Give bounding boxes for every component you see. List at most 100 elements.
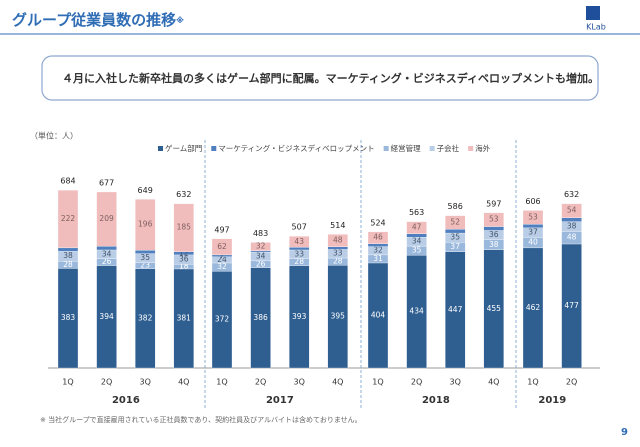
value-label: 37 bbox=[450, 242, 460, 251]
legend-label: 経営管理 bbox=[391, 143, 421, 153]
total-label: 483 bbox=[253, 229, 268, 238]
total-label: 597 bbox=[486, 199, 501, 208]
value-label: 35 bbox=[140, 253, 150, 262]
bar-segment bbox=[561, 217, 582, 222]
group-label: 2017 bbox=[266, 395, 294, 406]
value-label: 32 bbox=[373, 246, 383, 255]
value-label: 382 bbox=[138, 313, 153, 322]
value-label: 447 bbox=[448, 305, 463, 314]
legend-label: ゲーム部門 bbox=[165, 143, 202, 153]
message-text: ４月に入社した新卒社員の多くはゲーム部門に配属。マーケティング・ビジネスディベロ… bbox=[62, 71, 599, 85]
value-label: 47 bbox=[412, 223, 422, 232]
bar-segment bbox=[561, 203, 582, 218]
x-tick-label: 3Q bbox=[294, 378, 305, 387]
value-label: 48 bbox=[333, 236, 343, 245]
total-label: 563 bbox=[409, 208, 424, 217]
bar-segment bbox=[367, 231, 389, 244]
value-label: 46 bbox=[373, 233, 383, 242]
value-label: 34 bbox=[256, 251, 266, 260]
logo-mark bbox=[586, 6, 600, 20]
legend-swatch bbox=[429, 146, 435, 151]
bar-segment bbox=[483, 212, 504, 227]
value-label: 404 bbox=[371, 310, 386, 319]
value-label: 18 bbox=[179, 262, 189, 271]
x-tick-label: 1Q bbox=[372, 378, 383, 387]
bar-segment bbox=[327, 234, 348, 247]
value-label: 37 bbox=[528, 228, 538, 237]
legend-label: 子会社 bbox=[437, 143, 460, 153]
value-label: 36 bbox=[489, 230, 499, 239]
x-tick-label: 1Q bbox=[62, 378, 73, 387]
value-label: 38 bbox=[63, 251, 73, 260]
bar-segment bbox=[483, 226, 504, 231]
bar-segment bbox=[367, 243, 389, 247]
bar-segment bbox=[250, 242, 271, 251]
value-label: 12 bbox=[179, 248, 189, 257]
legend-swatch bbox=[468, 146, 474, 151]
total-label: 684 bbox=[60, 177, 75, 186]
value-label: 54 bbox=[567, 206, 577, 215]
unit-label: （単位：人） bbox=[30, 131, 78, 141]
bar-segment bbox=[406, 221, 427, 234]
total-label: 632 bbox=[176, 190, 191, 199]
value-label: 185 bbox=[177, 223, 192, 232]
bar-segment bbox=[250, 250, 271, 253]
value-label: 209 bbox=[99, 214, 114, 223]
x-tick-label: 4Q bbox=[488, 378, 499, 387]
x-tick-label: 4Q bbox=[332, 378, 343, 387]
total-label: 606 bbox=[525, 197, 540, 206]
value-label: 434 bbox=[409, 307, 424, 316]
bar-segment bbox=[327, 246, 348, 250]
footnote: ※ 当社グループで直接雇用されている正社員数であり、契約社員及びアルバイトは含め… bbox=[40, 415, 362, 424]
total-label: 632 bbox=[564, 190, 579, 199]
legend-swatch bbox=[211, 146, 217, 151]
value-label: 36 bbox=[179, 255, 189, 264]
value-label: 31 bbox=[373, 254, 383, 263]
total-label: 586 bbox=[448, 202, 463, 211]
legend-swatch bbox=[158, 146, 163, 151]
value-label: 24 bbox=[217, 255, 227, 264]
bar-segment bbox=[522, 224, 544, 229]
bar-segment bbox=[289, 236, 310, 248]
group-label: 2018 bbox=[422, 395, 450, 406]
value-label: 196 bbox=[138, 220, 153, 229]
x-tick-label: 1Q bbox=[527, 378, 538, 387]
bar-segment bbox=[135, 250, 156, 254]
value-label: 381 bbox=[177, 313, 192, 322]
legend-label: マーケティング・ビジネスディベロップメント bbox=[218, 143, 374, 153]
x-tick-label: 1Q bbox=[216, 378, 227, 387]
title-note: ※ bbox=[176, 15, 184, 25]
value-label: 26 bbox=[256, 259, 266, 268]
value-label: 222 bbox=[61, 214, 76, 223]
bar-segment bbox=[135, 199, 156, 251]
x-tick-label: 2Q bbox=[101, 378, 112, 387]
page-number: 9 bbox=[621, 427, 628, 438]
value-label: 48 bbox=[567, 233, 577, 242]
value-label: 386 bbox=[253, 313, 268, 322]
bar-segment bbox=[96, 191, 117, 247]
value-label: 23 bbox=[140, 261, 150, 270]
value-label: 32 bbox=[256, 242, 266, 251]
value-label: 35 bbox=[450, 233, 460, 242]
value-label: 7 bbox=[220, 251, 225, 260]
value-label: 43 bbox=[294, 237, 304, 246]
bar-segment bbox=[57, 247, 79, 252]
value-label: 52 bbox=[450, 217, 460, 226]
bar-segment bbox=[211, 238, 233, 256]
value-label: 32 bbox=[217, 262, 227, 271]
message-box bbox=[41, 55, 599, 101]
value-label: 53 bbox=[528, 212, 538, 221]
value-label: 462 bbox=[526, 303, 541, 312]
total-label: 497 bbox=[214, 225, 229, 234]
value-label: 28 bbox=[333, 257, 343, 266]
value-label: 394 bbox=[99, 312, 114, 321]
value-label: 38 bbox=[567, 222, 577, 231]
value-label: 34 bbox=[102, 249, 112, 258]
total-label: 677 bbox=[99, 178, 114, 187]
value-label: 393 bbox=[292, 312, 307, 321]
x-tick-label: 2Q bbox=[411, 378, 422, 387]
value-label: 395 bbox=[331, 312, 346, 321]
value-label: 28 bbox=[294, 257, 304, 266]
bar-segment bbox=[57, 190, 79, 249]
